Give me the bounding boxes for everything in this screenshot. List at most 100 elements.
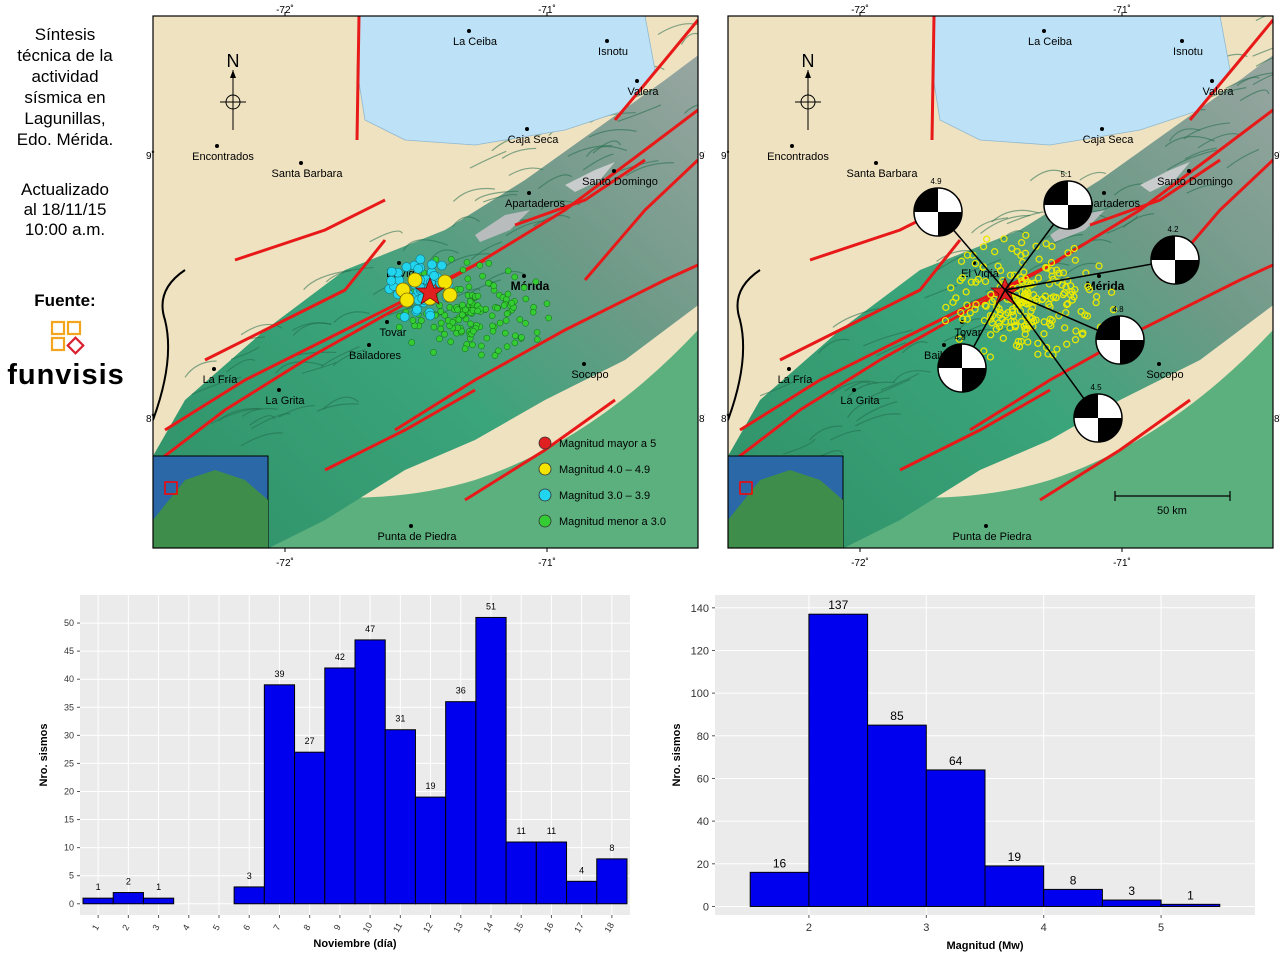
data-label: 39 [274, 669, 284, 679]
y-tick-label: 120 [691, 645, 709, 657]
y-tick-label: 0 [703, 901, 709, 913]
magnitude-histogram: 0 20 40 60 80 100 120 140 2 3 4 5 16 137 85 64 19 8 3 1 Magn… [671, 595, 1255, 952]
mechanism-magnitude: 4.9 [930, 177, 942, 186]
bar [505, 841, 537, 905]
y-tick-label: 80 [697, 731, 709, 743]
place-label: Caja Seca [1083, 134, 1135, 146]
data-label: 64 [949, 754, 963, 768]
town-marker [612, 169, 616, 173]
logo-squares-icon [50, 320, 85, 355]
lon-tick-label: -72˚ [276, 557, 294, 569]
town-marker [1187, 169, 1191, 173]
histogram-bar [808, 613, 869, 907]
y-tick-label: 30 [64, 730, 74, 740]
x-tick-label: 10 [361, 921, 375, 935]
lat-tick-label: 8˚ [699, 413, 705, 425]
focal-mechanism-map: La Ceiba Isnotu Valera Encontrados Santa Bar… [721, 4, 1280, 569]
data-label: 1 [96, 882, 101, 892]
map-border [727, 15, 1274, 549]
town-marker [1102, 191, 1106, 195]
bar [354, 639, 386, 905]
legend-swatch [538, 436, 552, 450]
x-tick-label: 15 [512, 921, 526, 935]
town-marker [942, 343, 946, 347]
lon-tick-label: -71˚ [538, 4, 556, 16]
town-marker [212, 367, 216, 371]
bar [475, 616, 507, 905]
place-label: El Vigía [961, 268, 1000, 280]
logo-wordmark: funvisis [7, 359, 125, 391]
location-inset [728, 455, 844, 548]
update-line: al 18/11/15 [23, 200, 107, 219]
y-tick-label: 100 [691, 688, 709, 700]
fault-line [324, 388, 476, 472]
lat-tick-label: 8˚ [1274, 413, 1280, 425]
north-label: N [802, 51, 815, 71]
place-label: Socopo [571, 369, 608, 381]
fault-line [613, 19, 698, 121]
town-marker [790, 144, 794, 148]
y-tick-label: 10 [64, 843, 74, 853]
fault-line [779, 239, 962, 362]
y-tick-label: 25 [64, 758, 74, 768]
legend-swatch [538, 514, 552, 528]
town-marker [367, 343, 371, 347]
fault-line [355, 16, 361, 141]
bar [263, 684, 296, 905]
fault-line [464, 398, 616, 502]
fault-line [234, 198, 386, 262]
fault-line [394, 263, 698, 432]
seismicity-map: La Ceiba Isnotu Valera Encontrados Santa Bar… [146, 4, 705, 569]
north-label: N [227, 51, 240, 71]
lat-tick-label: 9˚ [699, 150, 705, 162]
x-tick-label: 17 [572, 921, 586, 935]
mechanism-magnitude: 4.8 [1112, 305, 1124, 314]
place-label: Encontrados [192, 151, 254, 163]
beachball-icon: 4.2 [1150, 225, 1200, 285]
town-marker [787, 367, 791, 371]
y-tick-label: 45 [64, 646, 74, 656]
histogram-bar [984, 865, 1045, 907]
fault-line [1188, 19, 1273, 121]
place-label: Santa Barbara [272, 168, 344, 180]
legend-label: Magnitud 4.0 – 4.9 [559, 464, 650, 476]
bar [112, 892, 144, 905]
data-label: 8 [609, 843, 614, 853]
x-tick-label: 3 [923, 922, 929, 934]
town-marker [605, 39, 609, 43]
town-marker [385, 320, 389, 324]
lon-tick-label: -71˚ [538, 557, 556, 569]
y-tick-label: 5 [69, 871, 74, 881]
map-frame: La Ceiba Isnotu Valera Encontrados Santa Bar… [153, 16, 698, 548]
mechanism-magnitude: 4.2 [1167, 225, 1179, 234]
fault-line [1089, 158, 1221, 227]
x-tick-label: 4 [1041, 922, 1047, 934]
x-tick-label: 8 [301, 923, 312, 932]
y-tick-label: 140 [691, 603, 709, 615]
data-label: 47 [365, 624, 375, 634]
town-marker [1097, 274, 1101, 278]
place-label: Tovar [955, 327, 982, 339]
lat-tick-label: 8˚ [146, 413, 155, 425]
place-label: Punta de Piedra [378, 531, 458, 543]
x-tick-label: 5 [211, 923, 222, 932]
place-label: Encontrados [767, 151, 829, 163]
place-label: Mérida [1086, 279, 1125, 293]
north-arrow-icon: N [795, 51, 821, 130]
bar [384, 729, 416, 905]
data-label: 3 [1128, 884, 1135, 898]
update-line: 10:00 a.m. [24, 220, 106, 239]
legend-label: Magnitud 3.0 – 3.9 [559, 490, 650, 502]
town-marker [852, 388, 856, 392]
beachball-icon: 4.8 [937, 333, 987, 393]
town-marker [984, 524, 988, 528]
lat-tick-label: 9˚ [721, 150, 730, 162]
x-tick-label: 16 [542, 921, 556, 935]
place-label: Punta de Piedra [953, 531, 1033, 543]
beachball-icon: 5.1 [1043, 170, 1093, 230]
x-tick-label: 12 [421, 921, 435, 935]
lat-tick-label: 9˚ [146, 150, 155, 162]
y-tick-label: 0 [69, 899, 74, 909]
x-tick-label: 13 [451, 921, 465, 935]
